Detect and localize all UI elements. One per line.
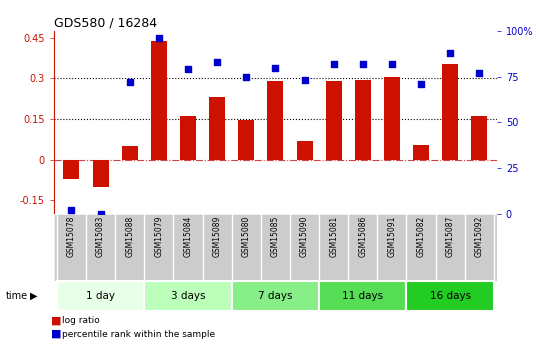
Text: GSM15080: GSM15080 — [242, 216, 251, 257]
Bar — [384, 77, 400, 160]
Point — [388, 61, 396, 67]
Point — [300, 78, 309, 83]
Text: GSM15084: GSM15084 — [184, 216, 192, 257]
Text: GSM15085: GSM15085 — [271, 216, 280, 257]
Bar — [267, 81, 284, 160]
Bar — [209, 97, 225, 160]
Bar — [238, 120, 254, 160]
Bar — [407, 281, 494, 310]
Point — [417, 81, 426, 87]
Point — [213, 59, 221, 65]
Bar — [413, 145, 429, 160]
Text: percentile rank within the sample: percentile rank within the sample — [62, 330, 215, 339]
Text: 16 days: 16 days — [430, 291, 471, 301]
Text: GSM15091: GSM15091 — [387, 216, 396, 257]
Point — [242, 74, 251, 80]
Point — [184, 67, 192, 72]
Text: GDS580 / 16284: GDS580 / 16284 — [54, 17, 157, 30]
Bar — [92, 160, 109, 187]
Bar — [326, 81, 342, 160]
Point — [329, 61, 338, 67]
Text: GSM15087: GSM15087 — [446, 216, 455, 257]
Point — [125, 79, 134, 85]
Bar — [151, 40, 167, 160]
Point — [359, 61, 367, 67]
Bar — [319, 281, 407, 310]
Text: GSM15079: GSM15079 — [154, 216, 164, 257]
Text: GSM15088: GSM15088 — [125, 216, 134, 257]
Point — [96, 211, 105, 217]
Text: GSM15083: GSM15083 — [96, 216, 105, 257]
Text: GSM15089: GSM15089 — [213, 216, 221, 257]
Text: ■: ■ — [51, 315, 62, 325]
Text: 7 days: 7 days — [258, 291, 293, 301]
Text: time: time — [5, 291, 28, 301]
Bar — [442, 63, 458, 160]
Point — [475, 70, 484, 76]
Text: GSM15082: GSM15082 — [416, 216, 426, 257]
Text: ■: ■ — [51, 329, 62, 339]
Bar — [296, 141, 313, 160]
Point — [67, 207, 76, 213]
Bar — [180, 116, 196, 160]
Point — [271, 65, 280, 70]
Text: GSM15081: GSM15081 — [329, 216, 338, 257]
Text: GSM15092: GSM15092 — [475, 216, 484, 257]
Text: GSM15086: GSM15086 — [359, 216, 367, 257]
Text: 3 days: 3 days — [171, 291, 205, 301]
Bar — [232, 281, 319, 310]
Bar — [144, 281, 232, 310]
Text: log ratio: log ratio — [62, 316, 100, 325]
Bar — [57, 281, 144, 310]
Point — [154, 36, 163, 41]
Text: GSM15090: GSM15090 — [300, 216, 309, 257]
Text: GSM15078: GSM15078 — [67, 216, 76, 257]
Bar — [471, 116, 487, 160]
Text: 1 day: 1 day — [86, 291, 115, 301]
Bar — [122, 146, 138, 160]
Bar — [64, 160, 79, 179]
Text: 11 days: 11 days — [342, 291, 383, 301]
Text: ▶: ▶ — [30, 291, 37, 301]
Point — [446, 50, 455, 56]
Bar — [355, 80, 371, 160]
